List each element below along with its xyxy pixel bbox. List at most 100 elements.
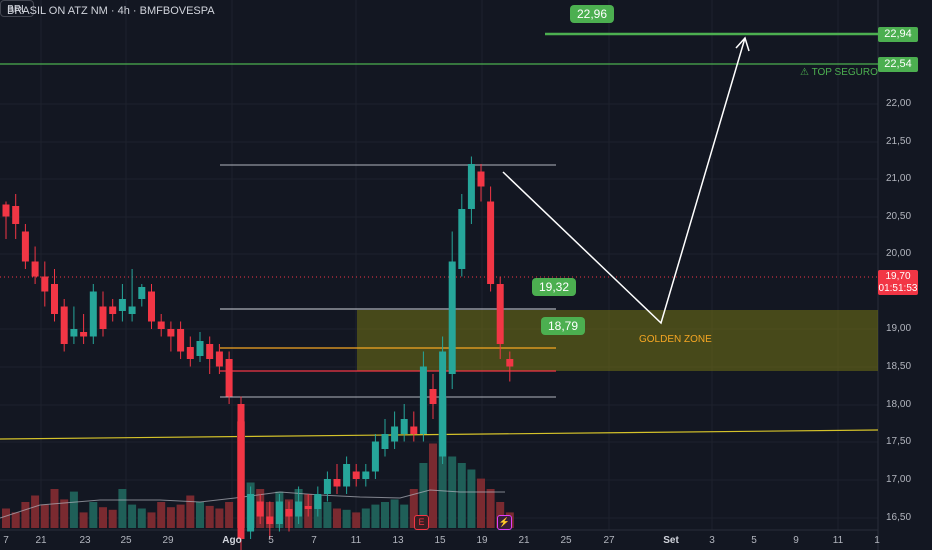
time-axis-label: 9 <box>793 535 799 546</box>
candle-body <box>352 471 360 479</box>
candle-body <box>266 516 274 524</box>
volume-bar <box>2 508 10 528</box>
time-axis-label: 25 <box>560 535 572 546</box>
golden-zone-rect[interactable] <box>357 310 878 371</box>
candle-body <box>12 206 20 224</box>
volume-bar <box>467 469 476 528</box>
time-axis-label: 5 <box>751 535 757 546</box>
time-axis-label: 11 <box>350 535 362 546</box>
volume-bar <box>118 489 127 528</box>
volume-bar <box>352 512 361 528</box>
volume-bar <box>457 463 466 528</box>
candle-body <box>51 284 58 314</box>
time-axis-label: 25 <box>120 535 132 546</box>
candle-body <box>333 479 341 487</box>
time-axis-label: 27 <box>603 535 615 546</box>
candle-body <box>247 494 255 532</box>
golden-zone-label: GOLDEN ZONE <box>639 334 712 345</box>
candle-body <box>89 291 97 337</box>
candle-body <box>323 479 331 494</box>
candle-body <box>448 261 456 374</box>
price-axis-label: 21,00 <box>886 173 912 184</box>
price-axis-label: 18,50 <box>886 361 912 372</box>
volume-bar <box>21 502 30 528</box>
candle-body <box>118 299 126 311</box>
currency-button[interactable]: BRL <box>0 0 34 17</box>
projection-path[interactable] <box>502 37 746 325</box>
time-axis-label: 13 <box>392 535 404 546</box>
dividend-badge[interactable]: ⚡ <box>497 515 512 530</box>
candle-body <box>109 306 117 314</box>
candle-body <box>304 506 312 509</box>
volume-bar <box>137 508 146 528</box>
earnings-badge[interactable]: E <box>414 515 429 530</box>
current-price-value: 19,70 <box>885 271 911 282</box>
time-axis-label: 7 <box>3 535 9 546</box>
candle-body <box>2 204 10 217</box>
candle-body <box>80 332 88 337</box>
support-callout[interactable]: 18,79 <box>541 317 586 335</box>
target-callout[interactable]: 22,96 <box>570 5 615 23</box>
candle-body <box>206 344 214 359</box>
projection-arrowhead <box>735 36 750 52</box>
volume-bar <box>486 489 495 528</box>
candle-body <box>362 471 370 479</box>
candle-body <box>138 287 146 299</box>
time-axis-label: 15 <box>434 535 446 546</box>
volume-bar <box>196 502 204 528</box>
price-axis-label: 17,50 <box>886 436 912 447</box>
candle-body <box>314 494 322 509</box>
candlesticks <box>2 156 514 550</box>
volume-bar <box>429 443 437 528</box>
symbol-title[interactable]: BRASIL ON ATZ NM · 4h · BMFBOVESPA <box>7 5 215 17</box>
volume-bar <box>128 504 137 528</box>
candle-body <box>487 201 495 284</box>
volume-bar <box>448 456 457 528</box>
candle-body <box>148 291 155 322</box>
price-axis-label: 16,50 <box>886 512 912 523</box>
price-axis-label: 19,00 <box>886 323 912 334</box>
volume-bar <box>477 478 485 528</box>
time-axis-label: 21 <box>518 535 530 546</box>
time-axis-label: 3 <box>709 535 715 546</box>
price-tag-upper: 22,94 <box>878 27 918 42</box>
candle-body <box>343 464 351 487</box>
volume-bar <box>99 507 107 528</box>
time-axis-label: 23 <box>79 535 91 546</box>
candle-body <box>31 261 39 277</box>
candle-body <box>391 426 399 442</box>
volume-bar <box>323 502 332 528</box>
volume-bar <box>79 512 88 528</box>
candle-body <box>477 171 485 187</box>
price-axis-label: 20,50 <box>886 211 912 222</box>
volume-bar <box>333 508 341 528</box>
candle-body <box>157 321 165 329</box>
volume-bar <box>400 504 409 528</box>
candle-body <box>506 359 514 367</box>
candle-body <box>410 426 418 434</box>
volume-ma-line <box>0 489 505 519</box>
volume-bar <box>225 502 234 528</box>
resistance-callout[interactable]: 19,32 <box>532 278 577 296</box>
candle-body <box>429 389 437 404</box>
volume-bar <box>361 508 370 528</box>
candle-body <box>60 306 68 344</box>
volume-bar <box>409 489 418 528</box>
price-axis-label: 21,50 <box>886 136 912 147</box>
volume-bar <box>381 502 389 528</box>
candle-body <box>419 366 427 434</box>
current-price-tag: 19,70 01:51:53 <box>878 270 918 295</box>
volume-bar <box>50 489 59 528</box>
candle-body <box>215 351 223 367</box>
candle-body <box>186 347 194 359</box>
candle-body <box>295 501 303 517</box>
price-axis-label: 22,00 <box>886 98 912 109</box>
volume-bar <box>215 508 224 528</box>
volume-bar <box>11 512 20 528</box>
price-axis-label: 18,00 <box>886 399 912 410</box>
candle-body <box>275 501 283 524</box>
volume-bar <box>371 504 380 528</box>
candle-body <box>400 419 408 434</box>
